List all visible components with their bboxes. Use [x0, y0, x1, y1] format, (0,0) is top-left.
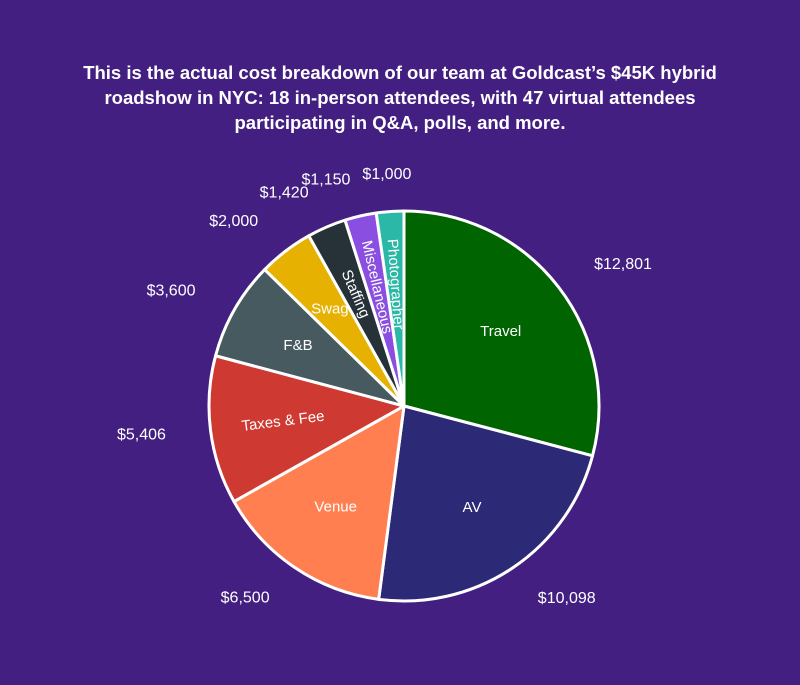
value-label-staffing: $1,420 — [260, 185, 309, 202]
value-label-photographer: $1,000 — [362, 166, 411, 183]
value-label-av: $10,098 — [538, 590, 596, 607]
slice-label-swag: Swag — [311, 301, 349, 318]
slice-f-b — [214, 268, 406, 408]
slice-label-travel: Travel — [480, 323, 521, 340]
slice-label-venue: Venue — [314, 499, 357, 516]
slice-label-av: AV — [463, 499, 482, 516]
value-label-miscellaneous: $1,150 — [301, 171, 350, 188]
slice-label-photographer: Photographer — [384, 238, 407, 330]
value-labels: $12,801$10,098$6,500$5,406$3,600$2,000$1… — [117, 166, 652, 607]
slice-label-f-b: F&B — [283, 337, 312, 354]
pie-slices — [207, 209, 601, 603]
value-label-f-b: $3,600 — [147, 283, 196, 300]
title-line-3: participating in Q&A, polls, and more. — [234, 112, 566, 133]
chart-title: This is the actual cost breakdown of our… — [40, 60, 760, 135]
title-line-1: This is the actual cost breakdown of our… — [83, 62, 717, 83]
slice-photographer — [374, 209, 406, 408]
slice-av — [377, 404, 595, 603]
slice-venue — [232, 404, 406, 601]
value-label-venue: $6,500 — [221, 590, 270, 607]
slice-travel — [402, 209, 601, 458]
value-label-taxes-fee: $5,406 — [117, 427, 166, 444]
slice-taxes-fee — [207, 354, 406, 504]
value-label-swag: $2,000 — [209, 213, 258, 230]
value-label-travel: $12,801 — [594, 256, 652, 273]
title-line-2: roadshow in NYC: 18 in-person attendees,… — [104, 87, 696, 108]
